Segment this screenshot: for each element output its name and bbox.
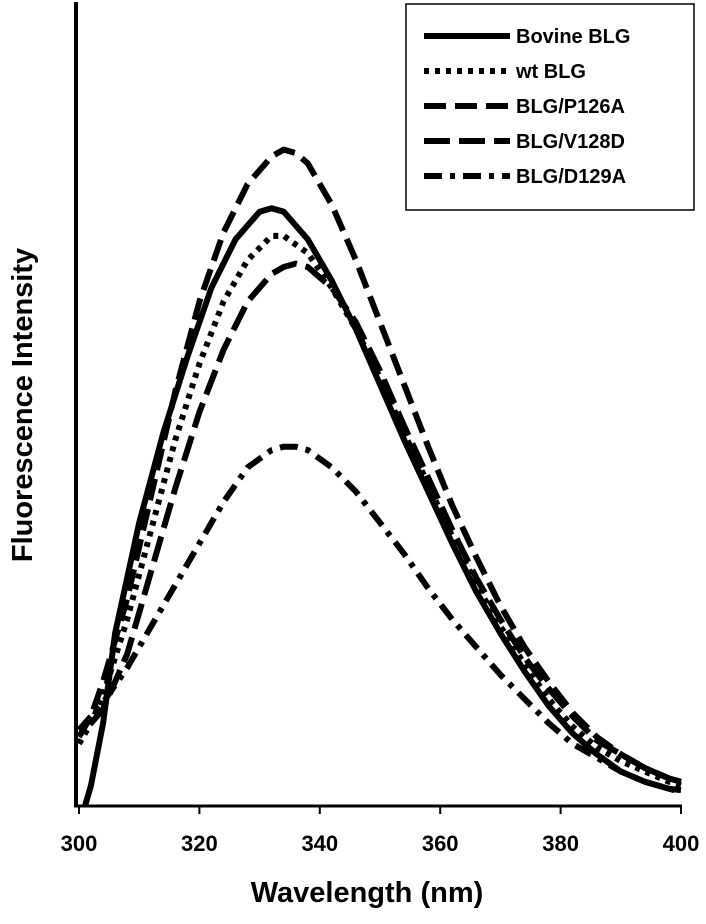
y-axis-label: Fluorescence Intensity bbox=[7, 248, 39, 562]
series-line-blg-v128d bbox=[88, 260, 682, 785]
legend-label-bovine-blg: Bovine BLG bbox=[516, 26, 630, 48]
x-tick-label: 400 bbox=[663, 831, 700, 856]
series-line-bovine-blg bbox=[82, 205, 682, 807]
x-tick-label: 320 bbox=[181, 831, 218, 856]
x-tick-layer: 300 320 340 360 380 400 bbox=[61, 806, 700, 856]
legend-label-blg-v128d: BLG/V128D bbox=[516, 131, 625, 153]
legend-items: Bovine BLG wt BLG BLG/P126A BLG/V128D BLG/D1… bbox=[424, 26, 630, 188]
series-line-wt-blg bbox=[76, 232, 682, 789]
x-tick-label: 340 bbox=[301, 831, 338, 856]
legend-label-blg-d129a: BLG/D129A bbox=[516, 166, 626, 188]
x-tick-label: 300 bbox=[61, 831, 98, 856]
x-tick-label: 380 bbox=[542, 831, 579, 856]
x-tick-label: 360 bbox=[422, 831, 459, 856]
legend-label-wt-blg: wt BLG bbox=[515, 61, 586, 83]
legend-label-blg-p126a: BLG/P126A bbox=[516, 96, 625, 118]
legend: Bovine BLG wt BLG BLG/P126A BLG/V128D BLG/D1… bbox=[405, 3, 695, 211]
series-layer bbox=[76, 146, 682, 807]
series-line-blg-d129a bbox=[76, 443, 682, 796]
x-axis-label: Wavelength (nm) bbox=[251, 877, 484, 909]
series-line-blg-p126a bbox=[76, 146, 682, 785]
